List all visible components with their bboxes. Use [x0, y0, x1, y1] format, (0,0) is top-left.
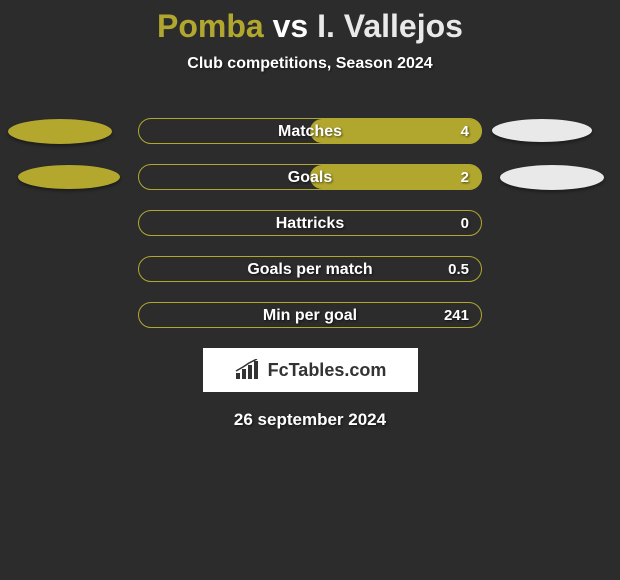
stat-label: Hattricks [139, 211, 481, 237]
fctables-logo[interactable]: FcTables.com [203, 348, 418, 392]
decorative-ellipse [18, 165, 120, 189]
stat-label: Min per goal [139, 303, 481, 329]
stat-label: Matches [139, 119, 481, 145]
stat-row: Matches4 [0, 118, 620, 146]
decorative-ellipse [8, 119, 112, 144]
page-title: Pomba vs I. Vallejos [0, 0, 620, 45]
comparison-widget: Pomba vs I. Vallejos Club competitions, … [0, 0, 620, 430]
stat-value-player2: 0.5 [448, 257, 469, 283]
vs-separator: vs [273, 8, 309, 44]
stats-block: Matches4Goals2Hattricks0Goals per match0… [0, 118, 620, 330]
bar-chart-icon [234, 359, 262, 381]
stat-value-player2: 241 [444, 303, 469, 329]
bar-track: Goals2 [138, 164, 482, 190]
bar-track: Min per goal241 [138, 302, 482, 328]
bar-track: Matches4 [138, 118, 482, 144]
decorative-ellipse [500, 165, 604, 190]
stat-row: Goals per match0.5 [0, 256, 620, 284]
stat-value-player2: 0 [461, 211, 469, 237]
bar-track: Goals per match0.5 [138, 256, 482, 282]
stat-row: Goals2 [0, 164, 620, 192]
stat-label: Goals per match [139, 257, 481, 283]
logo-text: FcTables.com [268, 360, 387, 381]
decorative-ellipse [492, 119, 592, 142]
subtitle: Club competitions, Season 2024 [0, 55, 620, 73]
stat-row: Hattricks0 [0, 210, 620, 238]
stat-value-player2: 4 [461, 119, 469, 145]
player1-name: Pomba [157, 8, 264, 44]
stat-value-player2: 2 [461, 165, 469, 191]
stat-label: Goals [139, 165, 481, 191]
bar-track: Hattricks0 [138, 210, 482, 236]
date-label: 26 september 2024 [0, 410, 620, 430]
player2-name: I. Vallejos [317, 8, 463, 44]
stat-row: Min per goal241 [0, 302, 620, 330]
